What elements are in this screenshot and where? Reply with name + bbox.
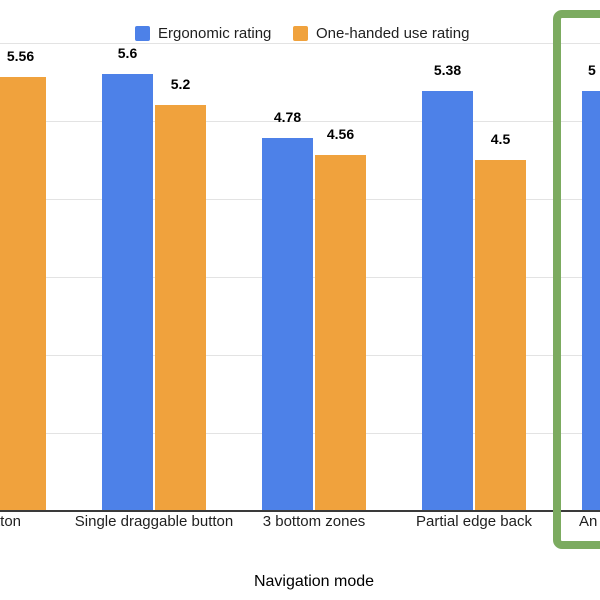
x-axis-category-label: 3 bottom zones bbox=[262, 513, 366, 530]
x-axis-line bbox=[0, 510, 600, 512]
bar-ergonomic-rating bbox=[582, 91, 600, 511]
legend-swatch-blue-icon bbox=[135, 26, 150, 41]
x-axis-category-label: Partial edge back bbox=[416, 513, 532, 530]
bar-one-handed-use-rating bbox=[0, 77, 46, 511]
highlight-box bbox=[553, 10, 600, 549]
bar-value-label: 5.38 bbox=[433, 62, 462, 79]
x-axis-category-label: Single draggable button bbox=[74, 513, 234, 530]
bar-value-label: 5.56 bbox=[6, 48, 35, 65]
bar-one-handed-use-rating bbox=[315, 155, 366, 511]
gridline bbox=[0, 43, 600, 44]
bar-ergonomic-rating bbox=[262, 138, 313, 511]
gridline bbox=[0, 121, 600, 122]
chart-legend: Ergonomic rating One-handed use rating bbox=[0, 25, 600, 42]
legend-label: Ergonomic rating bbox=[158, 25, 272, 42]
bar-value-label: 4.5 bbox=[490, 131, 511, 147]
bar-one-handed-use-rating bbox=[155, 105, 206, 511]
legend-swatch-orange-icon bbox=[293, 26, 308, 41]
bar-ergonomic-rating bbox=[102, 74, 153, 511]
bar-one-handed-use-rating bbox=[475, 160, 526, 511]
x-axis-category-label: An bbox=[579, 513, 598, 530]
bar-value-label: 4.78 bbox=[273, 109, 302, 126]
x-axis-title: Navigation mode bbox=[253, 573, 375, 590]
bar-value-label: 5 bbox=[588, 62, 596, 79]
legend-label: One-handed use rating bbox=[316, 25, 470, 42]
bar-value-label: 4.56 bbox=[326, 126, 355, 143]
bar-value-label: 5.6 bbox=[117, 45, 138, 62]
bar-ergonomic-rating bbox=[422, 91, 473, 511]
bar-value-label: 5.2 bbox=[170, 76, 191, 93]
x-axis-category-label: tton bbox=[0, 513, 22, 530]
